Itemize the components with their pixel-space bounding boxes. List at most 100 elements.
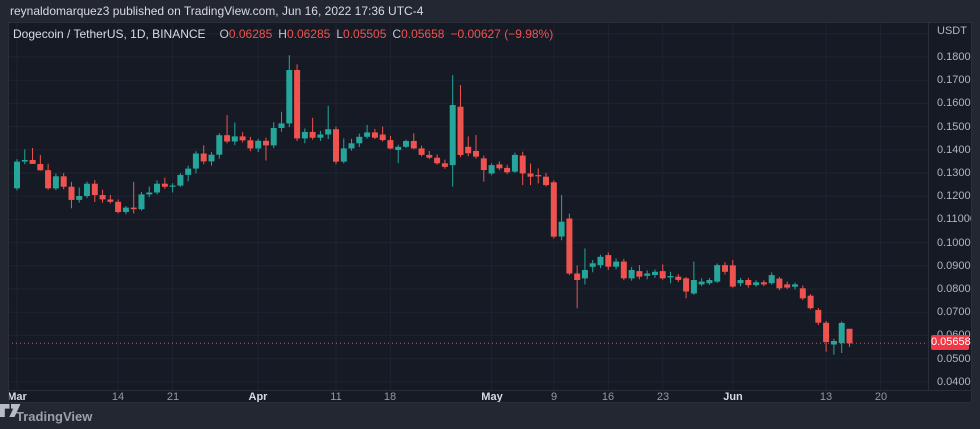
time-axis[interactable]: Mar 14 21 Apr 11 18 May 9 16 23 Jun 13 20: [8, 390, 972, 403]
candle-body: [216, 135, 223, 155]
candle-body: [107, 199, 114, 202]
time-tick-label: 20: [874, 391, 888, 403]
candle-body: [208, 154, 215, 162]
candle-body: [146, 192, 153, 195]
candlestick-chart[interactable]: [8, 22, 928, 390]
candle-body: [698, 281, 705, 285]
candle-body: [60, 176, 67, 187]
candle-body: [224, 135, 231, 142]
time-tick-label: Jun: [723, 391, 743, 403]
time-tick-label: 23: [656, 391, 670, 403]
candle-body: [403, 141, 409, 147]
candle-body: [496, 164, 503, 169]
candle-body: [278, 123, 285, 128]
candle-body: [434, 157, 441, 164]
candle-body: [239, 136, 246, 141]
candle-body: [815, 309, 822, 323]
time-tick-label: 18: [383, 391, 397, 403]
candle-body: [270, 128, 277, 146]
candle-body: [317, 134, 324, 138]
candle-body: [714, 265, 721, 282]
candle-body: [807, 295, 814, 309]
candle-body: [620, 261, 627, 279]
open-label: O: [219, 27, 229, 41]
candle-body: [84, 183, 90, 196]
candle-body: [387, 140, 394, 149]
candle-body: [799, 288, 806, 299]
candle-body: [768, 275, 775, 284]
candle-body: [177, 174, 184, 186]
candle-body: [511, 154, 518, 172]
candle-body: [613, 261, 620, 267]
candle-body: [340, 148, 347, 162]
chart-pane[interactable]: Dogecoin / TetherUS, 1D, BINANCE O0.06285…: [8, 22, 928, 390]
low-label: L: [336, 27, 344, 41]
candle-body: [379, 134, 386, 141]
high-label: H: [278, 27, 287, 41]
candle-body: [473, 151, 479, 157]
time-tick-label: 14: [111, 391, 125, 403]
candle-body: [636, 271, 643, 277]
candle-body: [154, 183, 160, 193]
candle-body: [480, 158, 487, 170]
candle-body: [348, 143, 355, 149]
candle-body: [247, 140, 254, 149]
candle-body: [644, 273, 651, 276]
time-tick-label: 11: [330, 391, 342, 403]
candle-body: [566, 218, 573, 274]
candle-body: [753, 282, 760, 286]
time-tick-label: Mar: [8, 391, 27, 403]
candle-body: [830, 341, 837, 345]
change-value: −0.00627 (−9.98%): [450, 27, 554, 41]
candle-body: [91, 183, 98, 196]
candle-body: [683, 278, 690, 292]
close-label: C: [392, 27, 402, 41]
candle-body: [441, 163, 448, 167]
candle-body: [792, 284, 798, 287]
publish-text: reynaldomarquez3 published on TradingVie…: [10, 4, 424, 18]
candle-body: [138, 194, 145, 210]
candle-body: [309, 131, 316, 138]
tradingview-wordmark[interactable]: TradingView: [16, 408, 93, 424]
candle-body: [597, 256, 604, 266]
candle-body: [737, 280, 744, 284]
close-value: 0.05658: [401, 27, 445, 41]
candle-body: [784, 284, 791, 288]
candle-body: [185, 168, 192, 175]
last-price-badge: 0.05658: [931, 335, 971, 350]
candle-body: [68, 186, 75, 200]
candle-body: [115, 201, 122, 212]
candle-body: [574, 273, 581, 280]
candle-body: [488, 165, 495, 174]
symbol-title[interactable]: Dogecoin / TetherUS, 1D, BINANCE: [13, 27, 206, 41]
candle-body: [745, 280, 752, 286]
time-tick-label: 16: [601, 391, 615, 403]
candle-body: [535, 175, 542, 177]
candle-body: [122, 207, 129, 212]
candle-body: [605, 255, 612, 267]
candle-body: [263, 140, 269, 146]
time-tick-label: 21: [166, 391, 180, 403]
candle-body: [760, 282, 767, 285]
candle-body: [14, 161, 20, 189]
chart-legend: Dogecoin / TetherUS, 1D, BINANCE O0.06285…: [13, 27, 553, 41]
candle-body: [301, 131, 308, 139]
candle-body: [504, 167, 511, 173]
candle-body: [823, 322, 830, 342]
candle-body: [333, 129, 339, 162]
candle-body: [527, 173, 534, 177]
candle-body: [231, 136, 238, 142]
candle-body: [395, 146, 402, 150]
candle-body: [364, 132, 371, 137]
time-tick-label: 9: [550, 391, 558, 403]
candle-body: [169, 185, 176, 187]
candle-body: [722, 265, 728, 272]
